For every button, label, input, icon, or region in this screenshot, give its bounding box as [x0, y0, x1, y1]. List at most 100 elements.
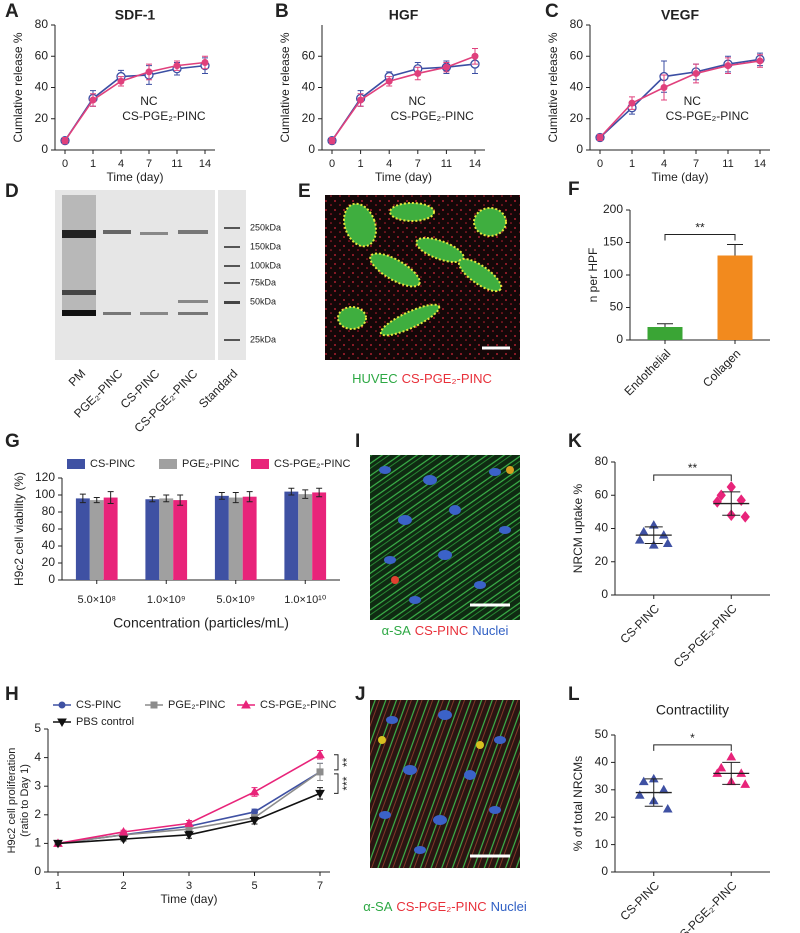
- x-tick-label: 3: [186, 880, 192, 892]
- y-tick-label: 10: [595, 837, 609, 851]
- panel-letter: J: [355, 684, 366, 705]
- x-tick-label: 5.0×10⁹: [216, 594, 255, 606]
- y-axis-label: Cumlative release %: [11, 32, 25, 142]
- marker: [315, 749, 325, 759]
- y-tick-label: 20: [42, 555, 56, 569]
- legend-label: CS-PGE₂-PINC: [122, 109, 206, 123]
- y-tick-label: 200: [603, 202, 623, 216]
- legend-label: CS-PGE₂-PINC: [390, 109, 474, 123]
- x-axis-label: Time (day): [161, 892, 218, 906]
- x-tick-label: 14: [469, 158, 481, 170]
- marker: [648, 540, 659, 549]
- y-tick-label: 0: [41, 142, 48, 156]
- x-tick-label: CS-PINC: [617, 878, 662, 923]
- error-bar: [644, 526, 663, 544]
- marker-label: 250kDa: [250, 222, 281, 232]
- marker: [660, 84, 668, 91]
- marker: [662, 803, 673, 813]
- bar: [647, 327, 683, 340]
- gel-image: [55, 190, 246, 360]
- y-axis-label: % of total NRCMs: [571, 756, 585, 851]
- y-tick-label: 5: [34, 721, 41, 735]
- x-tick-label: 1: [90, 158, 96, 170]
- x-tick-label: 4: [386, 158, 392, 170]
- panel-letter: H: [5, 684, 19, 705]
- marker: [724, 62, 732, 70]
- marker: [634, 790, 645, 799]
- y-tick-label: 20: [595, 809, 609, 823]
- y-tick-label: 80: [570, 17, 584, 31]
- panel-letter: F: [568, 179, 580, 200]
- x-tick-label: 5: [251, 880, 257, 892]
- panel-letter: C: [545, 1, 559, 22]
- x-tick-label: 7: [146, 158, 152, 170]
- y-tick-label: 120: [35, 470, 55, 484]
- y-tick-label: 80: [42, 504, 56, 518]
- error-bar: [657, 323, 673, 327]
- error-bar: [79, 493, 86, 504]
- y-tick-label: 40: [570, 80, 584, 94]
- x-tick-label: 1.0×10¹⁰: [284, 594, 327, 606]
- lane-label: PM: [66, 366, 89, 389]
- marker: [241, 699, 251, 709]
- x-tick-label: 1: [358, 158, 364, 170]
- y-tick-label: 80: [595, 454, 609, 468]
- marker: [726, 481, 736, 493]
- significance-bracket: [664, 233, 736, 241]
- y-axis-label: n per HPF: [586, 248, 600, 303]
- legend-label: PGE₂-PINC: [168, 699, 226, 711]
- bar: [173, 500, 188, 580]
- marker: [249, 786, 260, 796]
- y-tick-label: 60: [570, 48, 584, 62]
- marker: [662, 538, 673, 547]
- y-tick-label: 20: [302, 111, 316, 125]
- significance-label: ***: [340, 776, 354, 790]
- x-tick-label: 7: [317, 880, 323, 892]
- x-axis-label: Concentration (particles/mL): [113, 615, 289, 631]
- legend-label: CS-PGE₂-PINC: [260, 699, 336, 711]
- marker: [736, 494, 746, 507]
- marker: [726, 751, 737, 761]
- marker: [150, 701, 158, 709]
- x-tick-label: 1: [55, 880, 61, 892]
- panel-letter: K: [568, 431, 582, 452]
- legend-label: NC: [684, 94, 702, 108]
- legend-label: PGE₂-PINC: [182, 458, 240, 470]
- chart-title: VEGF: [661, 7, 700, 23]
- error-bar: [232, 491, 239, 504]
- y-tick-label: 0: [601, 864, 608, 878]
- y-axis-label: NRCM uptake %: [571, 483, 585, 573]
- legend-label: CS-PINC: [90, 458, 135, 470]
- marker: [145, 68, 153, 76]
- x-tick-label: 14: [199, 158, 211, 170]
- x-tick-label: 0: [597, 158, 603, 170]
- y-axis-label: (ratio to Day 1): [19, 764, 31, 837]
- caption-part: CS-PGE₂-PINC: [396, 899, 486, 914]
- legend-label: CS-PGE₂-PINC: [274, 458, 350, 470]
- y-tick-label: 40: [595, 755, 609, 769]
- error-bar: [163, 494, 170, 503]
- marker: [184, 818, 194, 827]
- x-tick-label: CS-PGE₂-PINC: [671, 878, 740, 933]
- caption-part: Nuclei: [491, 899, 527, 914]
- error-bar: [246, 491, 253, 503]
- caption-part: Nuclei: [472, 623, 508, 638]
- series-line: [64, 61, 206, 142]
- marker: [328, 137, 336, 145]
- marker: [89, 96, 97, 104]
- panel-letter: A: [5, 1, 19, 22]
- significance-bracket: [653, 474, 732, 481]
- error-bar: [316, 487, 323, 498]
- y-tick-label: 0: [601, 587, 608, 601]
- image-caption: α-SA CS-PGE₂-PINC Nuclei: [363, 899, 527, 914]
- marker: [251, 808, 258, 816]
- y-tick-label: 20: [570, 111, 584, 125]
- marker-label: 150kDa: [250, 241, 281, 251]
- y-tick-label: 100: [35, 487, 55, 501]
- panel-letter: D: [5, 181, 19, 202]
- image-caption: HUVEC CS-PGE₂-PINC: [352, 371, 492, 386]
- x-tick-label: 0: [329, 158, 335, 170]
- marker: [118, 835, 129, 845]
- y-tick-label: 60: [595, 487, 609, 501]
- legend-label: PBS control: [76, 716, 134, 728]
